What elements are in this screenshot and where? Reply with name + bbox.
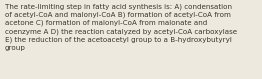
Text: The rate-limiting step in fatty acid synthesis is: A) condensation
of acetyl-CoA: The rate-limiting step in fatty acid syn…: [5, 3, 237, 51]
